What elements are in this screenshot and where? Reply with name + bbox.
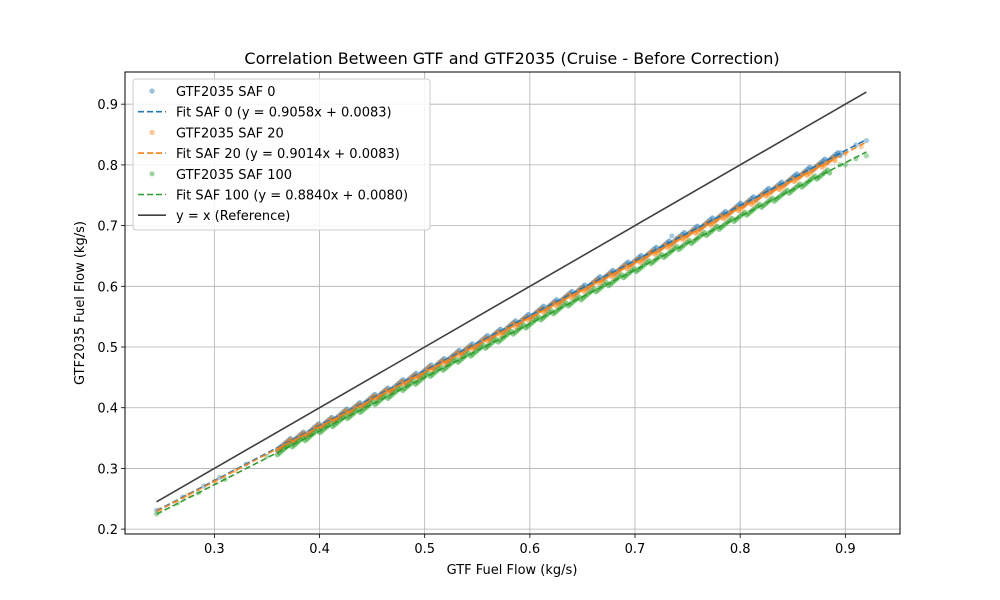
data-point (863, 138, 869, 144)
x-tick-label: 0.9 (835, 542, 856, 557)
legend: GTF2035 SAF 0 Fit SAF 0 (y = 0.9058x + 0.… (132, 78, 431, 231)
y-tick-label: 0.4 (97, 402, 118, 417)
legend-entry-label: Fit SAF 100 (y = 0.8840x + 0.0080) (176, 189, 408, 204)
legend-marker (149, 171, 155, 177)
legend-entry-label: GTF2035 SAF 20 (176, 126, 284, 141)
fit-line-0 (156, 138, 867, 512)
y-axis-label: GTF2035 Fuel Flow (kg/s) (73, 221, 88, 385)
legend-entry-label: Fit SAF 20 (y = 0.9014x + 0.0083) (176, 147, 400, 162)
x-axis-label: GTF Fuel Flow (kg/s) (447, 563, 578, 578)
data-point (832, 158, 838, 164)
x-tick-label: 0.4 (309, 542, 330, 557)
y-tick-label: 0.5 (97, 341, 118, 356)
fit-line-1 (156, 141, 867, 513)
x-tick-label: 0.5 (414, 542, 435, 557)
plot-area (124, 71, 901, 535)
y-tick-label: 0.6 (97, 280, 118, 295)
legend-box (132, 78, 431, 231)
x-tick-label: 0.3 (204, 542, 225, 557)
x-tick-label: 0.8 (730, 542, 751, 557)
legend-marker (149, 88, 155, 94)
legend-entry-label: GTF2035 SAF 100 (176, 168, 292, 183)
legend-entry-label: Fit SAF 0 (y = 0.9058x + 0.0083) (176, 106, 392, 121)
plot-frame (124, 71, 901, 535)
x-tick-label: 0.6 (520, 542, 541, 557)
fit-line-2 (156, 151, 867, 515)
y-tick-label: 0.7 (97, 220, 118, 235)
legend-entry-label: GTF2035 SAF 0 (176, 85, 276, 100)
data-point (842, 162, 848, 168)
y-tick-label: 0.2 (97, 523, 118, 538)
lines (156, 91, 867, 515)
x-tick-label: 0.7 (625, 542, 646, 557)
y-tick-label: 0.8 (97, 159, 118, 174)
chart-title: Correlation Between GTF and GTF2035 (Cru… (244, 49, 779, 68)
reference-line (156, 91, 867, 503)
axis-ticks: 0.3 0.4 0.5 0.6 0.7 0.8 0.9 0.2 0.3 0.4 0.5 0.6 0.7 0… (97, 98, 855, 557)
y-tick-label: 0.9 (97, 98, 118, 113)
y-tick-label: 0.3 (97, 462, 118, 477)
data-point (669, 233, 675, 239)
data-point (826, 170, 833, 176)
legend-entry-label: y = x (Reference) (176, 209, 290, 224)
legend-marker (149, 129, 155, 135)
data-point (863, 153, 869, 159)
